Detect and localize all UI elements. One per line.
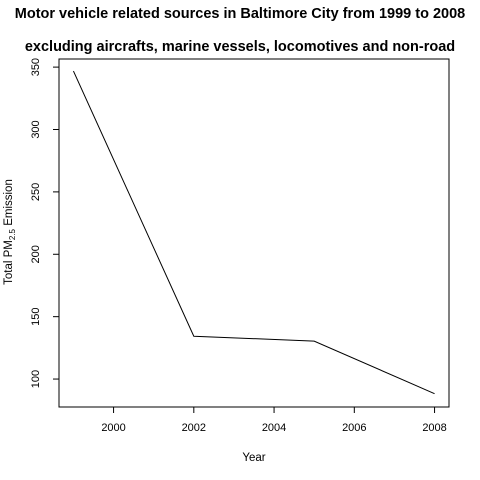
y-tick-label: 350 [30, 58, 42, 76]
plot-frame [58, 58, 450, 408]
x-tick-label: 2006 [342, 422, 366, 434]
y-axis: 100 150 200 250 300 350 [30, 58, 59, 388]
x-tick-label: 2008 [422, 422, 446, 434]
y-tick-label: 100 [30, 370, 42, 388]
x-tick-label: 2002 [182, 422, 206, 434]
y-tick-label: 150 [30, 307, 42, 325]
y-tick-label: 300 [30, 120, 42, 138]
y-axis-label: Total PM2.5 Emission [3, 179, 17, 285]
x-axis-label: Year [242, 452, 265, 464]
y-axis-label-subscript: 2.5 [8, 228, 17, 240]
y-tick-label: 250 [30, 183, 42, 201]
y-axis-label-suffix: Emission [3, 179, 15, 229]
y-axis-label-prefix: Total PM [3, 240, 15, 285]
x-tick-label: 2004 [262, 422, 286, 434]
chart-title-line-2: excluding aircrafts, marine vessels, loc… [24, 39, 456, 55]
x-tick-label: 2000 [101, 422, 125, 434]
chart-title-line-1: Motor vehicle related sources in Baltimo… [14, 6, 466, 22]
y-tick-label: 200 [30, 245, 42, 263]
x-axis: 2000 2002 2004 2006 2008 [101, 407, 447, 434]
series [72, 70, 435, 395]
emission-series-line [72, 70, 435, 395]
